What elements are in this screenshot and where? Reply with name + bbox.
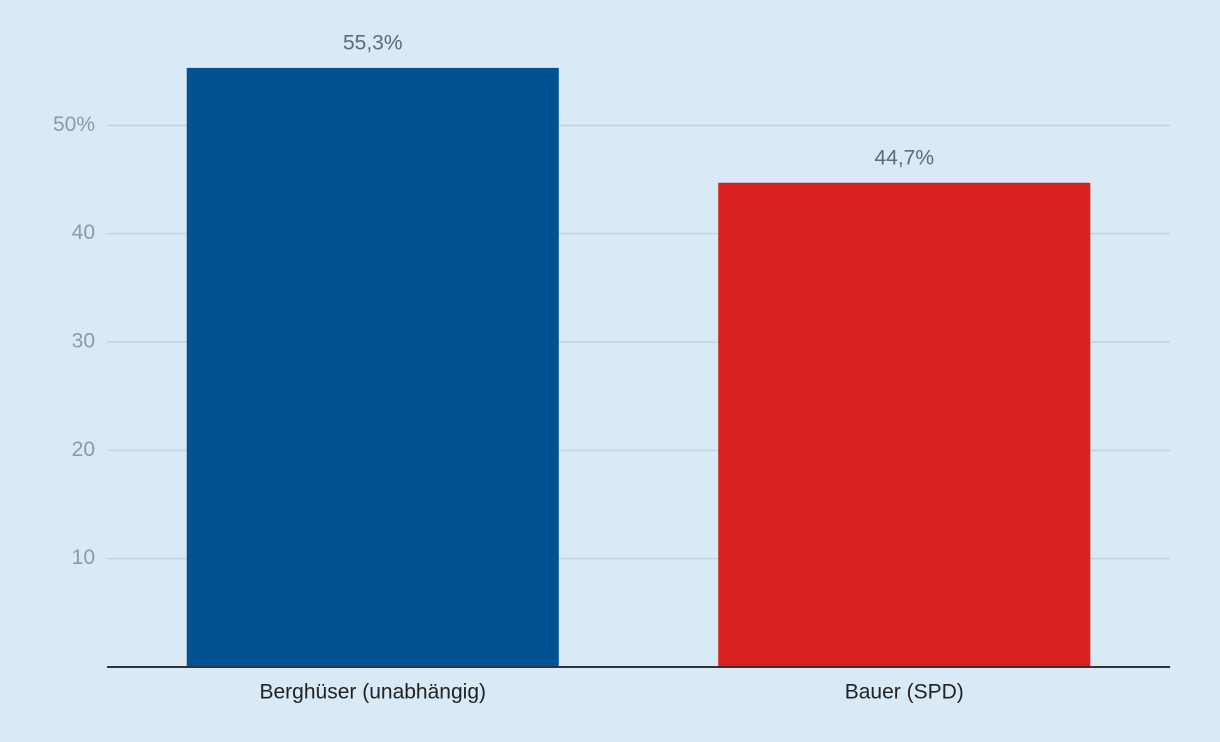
value-label: 44,7% bbox=[874, 146, 934, 169]
y-tick-label: 50% bbox=[53, 113, 95, 136]
bar bbox=[718, 182, 1091, 667]
x-tick-label: Berghüser (unabhängig) bbox=[260, 681, 487, 704]
y-tick-label: 20 bbox=[72, 438, 95, 461]
y-tick-label: 40 bbox=[72, 221, 95, 244]
x-tick-label: Bauer (SPD) bbox=[845, 681, 964, 704]
value-label: 55,3% bbox=[343, 31, 403, 54]
y-tick-label: 10 bbox=[72, 546, 95, 569]
y-tick-label: 30 bbox=[72, 330, 95, 353]
bar bbox=[186, 67, 559, 667]
